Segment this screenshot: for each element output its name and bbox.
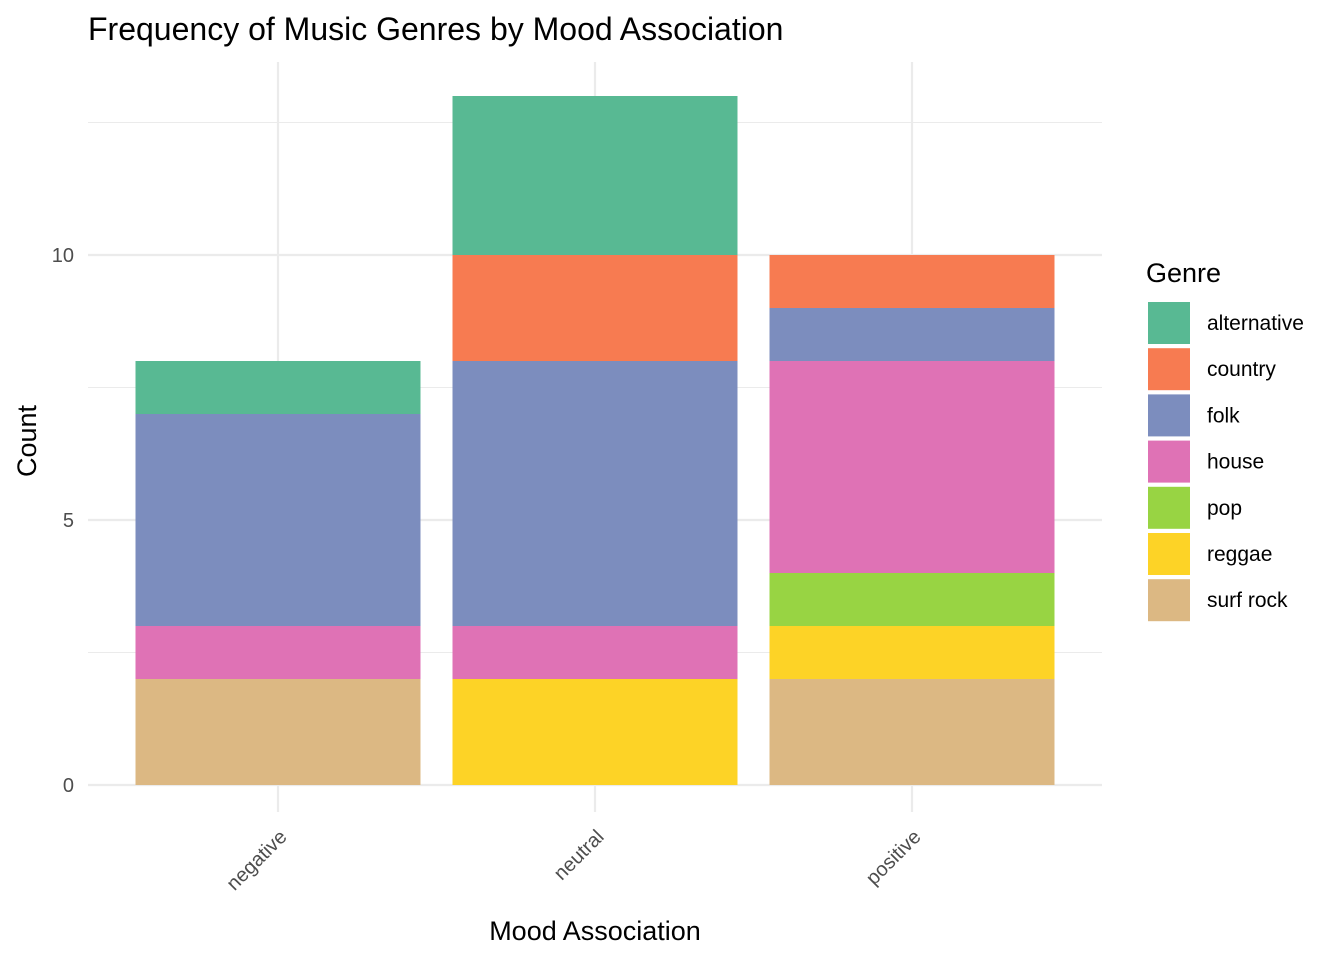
y-tick-label: 5 (63, 510, 74, 532)
legend-key-country (1148, 348, 1190, 391)
x-axis-ticks: negative neutral positive (223, 826, 926, 895)
legend-key-surf-rock (1148, 579, 1190, 622)
bar-segment-negative-folk (135, 414, 421, 626)
bar-segment-positive-folk (769, 308, 1055, 361)
x-tick-label: negative (223, 826, 292, 895)
y-tick-label: 0 (63, 775, 74, 797)
legend-key-reggae (1148, 533, 1190, 575)
bar-segment-positive-house (769, 361, 1055, 573)
legend-label: folk (1207, 404, 1240, 427)
legend-label: reggae (1207, 543, 1272, 566)
legend-label: surf rock (1207, 589, 1288, 612)
y-tick-label: 10 (52, 245, 74, 267)
legend-key-pop (1148, 486, 1190, 529)
bar-segment-neutral-house (452, 626, 738, 679)
chart-title: Frequency of Music Genres by Mood Associ… (88, 11, 783, 47)
legend-label: alternative (1207, 312, 1304, 335)
x-tick-label: positive (862, 826, 926, 890)
legend-key-folk (1148, 394, 1190, 437)
legend-label: country (1207, 358, 1276, 381)
legend-key-house (1148, 440, 1190, 483)
bar-segment-negative-house (135, 626, 421, 679)
y-axis-ticks: 0 5 10 (52, 245, 74, 797)
y-axis-title: Count (12, 404, 42, 477)
bar-segment-neutral-country (452, 255, 738, 361)
bar-segment-positive-country (769, 255, 1055, 308)
x-axis-title: Mood Association (489, 916, 701, 946)
legend-label: pop (1207, 497, 1242, 520)
bar-segment-neutral-folk (452, 361, 738, 626)
bar-segment-positive-pop (769, 573, 1055, 626)
bar-segment-neutral-reggae (452, 679, 738, 785)
bar-segment-negative-surf-rock (135, 679, 421, 785)
legend-title: Genre (1146, 258, 1221, 288)
legend-label: house (1207, 451, 1264, 474)
bar-segment-neutral-alternative (452, 96, 738, 255)
legend-key-alternative (1148, 302, 1190, 344)
bar-segment-positive-reggae (769, 626, 1055, 679)
bar-segment-negative-alternative (135, 361, 421, 414)
bar-segment-positive-surf-rock (769, 679, 1055, 785)
x-tick-label: neutral (550, 826, 609, 885)
legend: Genre alternative country folk house pop regg… (1146, 258, 1304, 622)
bars (135, 96, 1055, 785)
